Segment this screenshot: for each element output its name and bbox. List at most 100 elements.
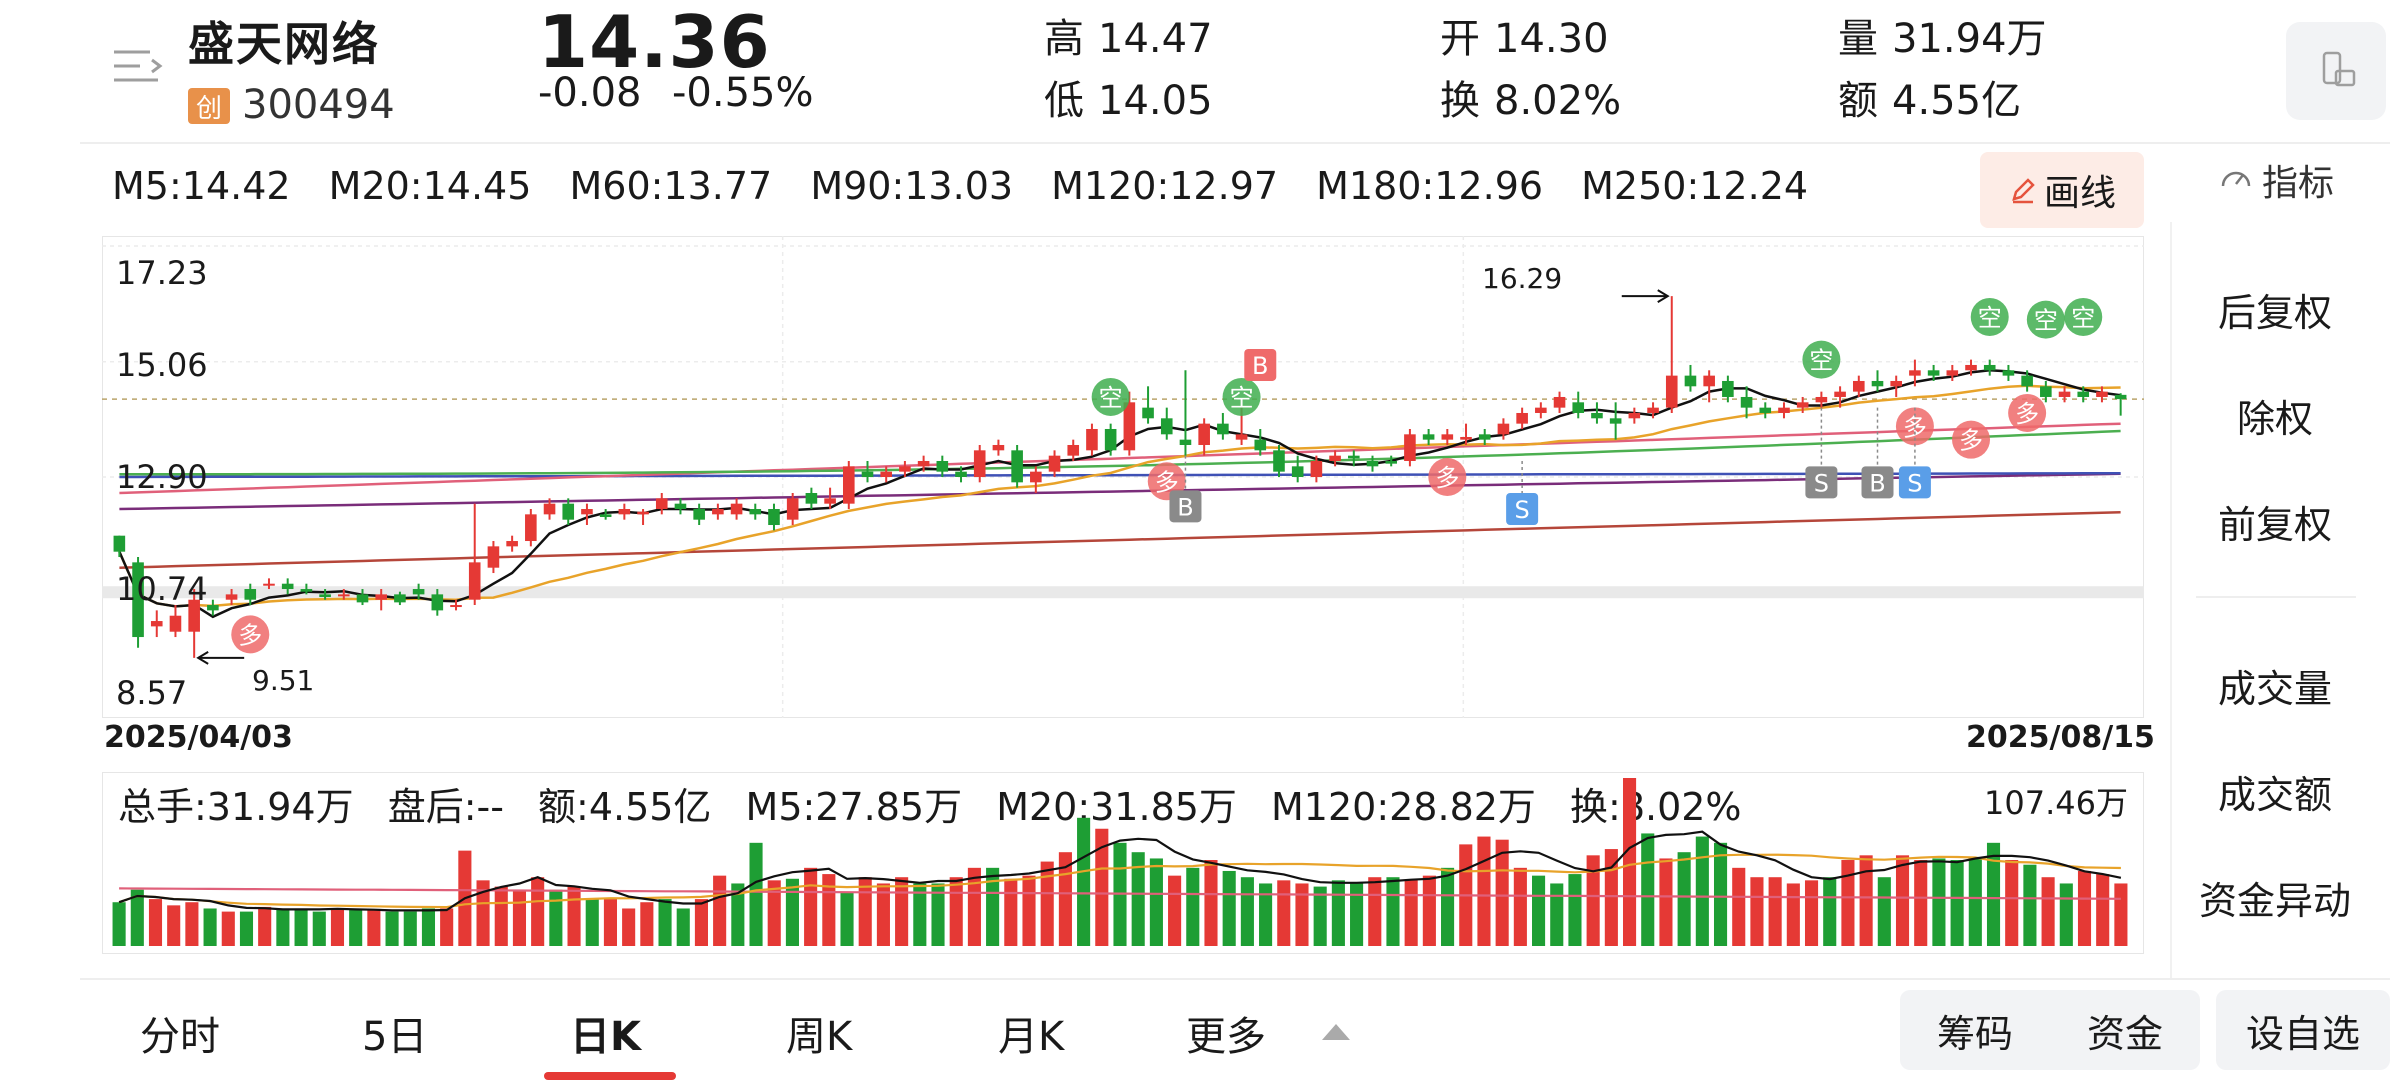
volume-bar	[1823, 877, 1837, 946]
volume-bar	[731, 883, 745, 946]
candle-body	[1852, 380, 1865, 392]
volume-bar	[1513, 867, 1527, 946]
volume-indicator-option[interactable]: 成交量	[2217, 667, 2332, 711]
volume-max-label: 107.46万	[1984, 784, 2128, 822]
funds-button[interactable]: 资金	[2086, 1011, 2163, 1056]
fund-flow-option[interactable]: 资金异动	[2198, 879, 2351, 923]
candle-body	[1179, 439, 1192, 445]
high-price-marker: 16.29	[1482, 262, 1563, 295]
y-axis-label-4: 10.74	[116, 570, 208, 608]
candle-body	[1086, 428, 1098, 451]
volume-bar	[1677, 852, 1691, 946]
menu-icon[interactable]	[108, 44, 164, 92]
candle-body	[1310, 460, 1323, 477]
buy-signal-marker	[1244, 348, 1277, 381]
ma5-value: M5:14.42	[112, 164, 291, 208]
bull-signal-marker-label: 多	[238, 621, 262, 649]
candle-body	[1983, 364, 1996, 371]
candle-body	[1104, 428, 1117, 451]
volume-bar	[494, 886, 508, 946]
add-watchlist-button[interactable]: 设自选	[2216, 990, 2390, 1070]
start-date: 2025/04/03	[104, 720, 293, 755]
volume-bar	[2096, 874, 2110, 946]
gauge-icon	[2221, 171, 2251, 187]
volume-bar	[1532, 875, 1546, 946]
volume-bar	[1859, 855, 1873, 946]
volume-bar	[1277, 880, 1291, 946]
candle-body	[1665, 375, 1678, 408]
tab-intraday[interactable]: 分时	[140, 1014, 220, 1060]
candle-body	[207, 605, 219, 611]
bear-signal-marker-label: 空	[1809, 347, 1833, 375]
candle-body	[1796, 402, 1809, 408]
axis-band	[102, 586, 2144, 599]
candle-body	[1235, 434, 1248, 440]
candle-body	[1030, 471, 1042, 483]
volume-bar	[2041, 877, 2055, 946]
volume-bar	[858, 877, 872, 946]
candle-body	[356, 594, 369, 603]
volume-bar	[203, 908, 217, 946]
candle-body	[1366, 460, 1379, 467]
volume-bar	[1313, 886, 1327, 946]
side-divider	[2196, 596, 2356, 598]
volume-m20: M20:31.85万	[996, 785, 1237, 829]
candle-body	[319, 594, 331, 598]
sell-signal-marker	[1898, 466, 1931, 499]
volume-bar	[1986, 842, 2001, 946]
buy-signal-marker-label: B	[1869, 469, 1885, 497]
candle-body	[1516, 412, 1528, 424]
tab-more[interactable]: 更多	[1186, 1014, 1266, 1060]
volume-bar	[221, 911, 235, 946]
candle-body	[1647, 407, 1659, 413]
volume-bar	[1077, 817, 1091, 946]
volume-bar	[1495, 839, 1509, 946]
volume-bar	[2114, 883, 2128, 946]
candle-body	[337, 594, 350, 597]
candle-body	[1572, 402, 1585, 413]
candle-body	[562, 503, 575, 520]
volume-bar	[1895, 855, 1910, 946]
tab-daily-k[interactable]: 日K	[570, 1014, 641, 1060]
volume-bar	[1350, 883, 1364, 946]
bear-signal-marker	[2064, 297, 2103, 336]
candle-body	[842, 466, 855, 504]
volume-bar	[986, 867, 1000, 946]
candle-body	[2040, 386, 2052, 397]
volume-chart[interactable]	[102, 772, 2144, 954]
draw-line-button[interactable]: 画线	[1980, 152, 2144, 228]
sell-signal-marker	[1506, 493, 1539, 526]
tab-five-day[interactable]: 5日	[362, 1014, 428, 1060]
candle-body	[188, 599, 200, 632]
candle-body	[861, 471, 874, 477]
volume-bar	[1968, 858, 1982, 946]
candle-body	[1965, 364, 1977, 371]
volume-m5: M5:27.85万	[745, 785, 963, 829]
candle-body	[150, 621, 163, 627]
volume-bar	[130, 889, 144, 946]
amount-indicator-option[interactable]: 成交额	[2217, 773, 2332, 817]
kline-chart[interactable]: 多空多空多空多 多多空空空BBSS B S	[102, 236, 2144, 718]
caret-up-icon[interactable]	[1322, 1024, 1350, 1040]
volume-bar	[258, 906, 272, 946]
chips-button[interactable]: 筹码	[1936, 1011, 2013, 1056]
ex-rights-option[interactable]: 除权	[2236, 397, 2313, 441]
volume-bar	[1149, 858, 1163, 946]
tab-monthly-k[interactable]: 月K	[998, 1014, 1065, 1060]
candle-body	[899, 466, 911, 472]
forward-adjust-option[interactable]: 前复权	[2217, 503, 2332, 547]
volume-bar	[1477, 836, 1491, 946]
candle-body	[1609, 418, 1622, 424]
candle-body	[768, 509, 780, 526]
y-axis-label-max: 17.23	[116, 254, 208, 292]
volume-bar	[949, 877, 963, 946]
rotate-screen-button[interactable]	[2286, 22, 2386, 120]
indicator-button[interactable]: 指标	[2218, 154, 2334, 206]
bear-signal-marker-label: 空	[1978, 304, 2002, 332]
tab-weekly-k[interactable]: 周K	[786, 1014, 853, 1060]
candle-body	[805, 493, 818, 504]
candle-body	[543, 503, 556, 515]
current-price: 14.36	[538, 0, 771, 84]
buy-signal-marker	[1169, 490, 1202, 523]
back-adjust-option[interactable]: 后复权	[2217, 291, 2332, 335]
